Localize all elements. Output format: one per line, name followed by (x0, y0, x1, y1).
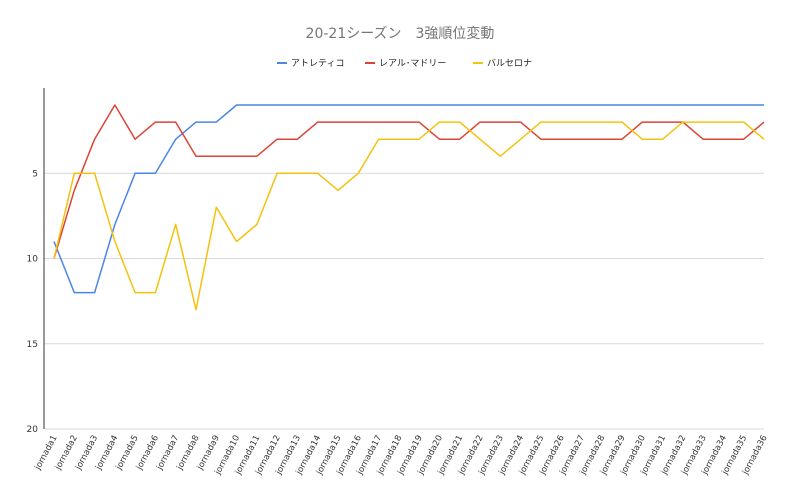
chart-title: 20-21シーズン 3強順位変動 (306, 25, 495, 42)
legend-label: アトレティコ (291, 58, 344, 69)
y-tick-label: 5 (32, 169, 38, 179)
series-line-3 (53, 121, 765, 311)
x-axis-ticks: jornada1jornada2jornada3jornada4jornada5… (33, 434, 770, 477)
legend-item: アトレティコ (277, 58, 344, 69)
y-axis-ticks: 5 10 15 20 (27, 169, 39, 435)
series-lines (53, 104, 765, 311)
series-line-2 (53, 104, 765, 259)
legend-item: レアル･マドリー (365, 59, 446, 69)
y-tick-label: 20 (27, 425, 39, 435)
legend: アトレティコ レアル･マドリー バルセロナ (277, 58, 532, 69)
y-tick-label: 15 (27, 340, 38, 350)
series-line-1 (53, 104, 764, 294)
gridlines (44, 172, 764, 430)
legend-label: バルセロナ (487, 58, 532, 69)
y-tick-label: 10 (27, 255, 39, 265)
legend-item: バルセロナ (473, 58, 532, 69)
legend-label: レアル･マドリー (379, 59, 446, 69)
